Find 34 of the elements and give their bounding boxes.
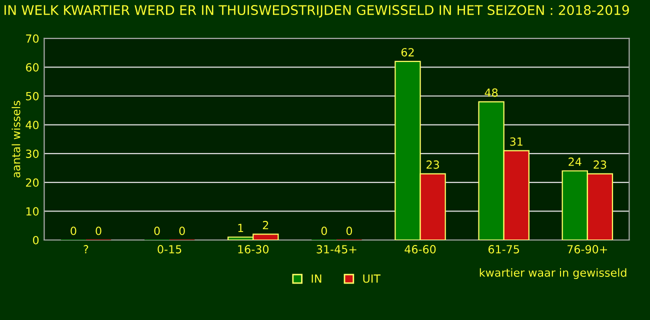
legend-label: IN [312,274,322,283]
data-label: 62 [401,48,414,57]
data-label: 1 [238,224,244,232]
data-label: 0 [346,226,352,236]
data-label: 48 [484,88,498,97]
data-label: 0 [321,226,327,236]
y-tick-label: 50 [26,92,39,100]
data-label: 0 [179,226,185,236]
data-label: 0 [70,226,76,236]
chart-title: IN WELK KWARTIER WERD ER IN THUISWEDSTRIJDEN GEWISSELD IN HET SEIZOEN : 2018-2019 [4,5,629,18]
y-tick-label: 30 [26,150,39,158]
data-label: 31 [510,137,522,146]
y-tick-label: 0 [33,236,39,244]
x-tick-label: 16-30 [238,245,269,254]
x-tick-label: 46-60 [404,245,436,254]
data-label: 2 [262,220,268,230]
y-tick-label: 10 [26,207,39,216]
y-axis-title: aantal wissels [12,100,20,178]
x-tick-label: 31-45+ [316,245,356,254]
data-label: 23 [594,160,606,169]
y-tick-label: 40 [26,120,39,130]
data-label: 24 [568,158,582,166]
x-tick-label: 61-75 [488,245,520,254]
data-label: 0 [96,226,102,236]
x-tick-label: 76-90+ [568,245,608,254]
y-tick-label: 60 [26,63,39,72]
y-tick-label: 70 [26,34,39,43]
legend-label: UIT [363,274,381,283]
x-axis-title: kwartier waar in gewisseld [480,268,626,279]
data-label: 0 [154,226,160,236]
data-label: 23 [426,160,439,169]
y-tick-label: 20 [26,178,39,187]
x-tick-label: ? [84,245,88,254]
x-tick-label: 0-15 [158,245,182,254]
